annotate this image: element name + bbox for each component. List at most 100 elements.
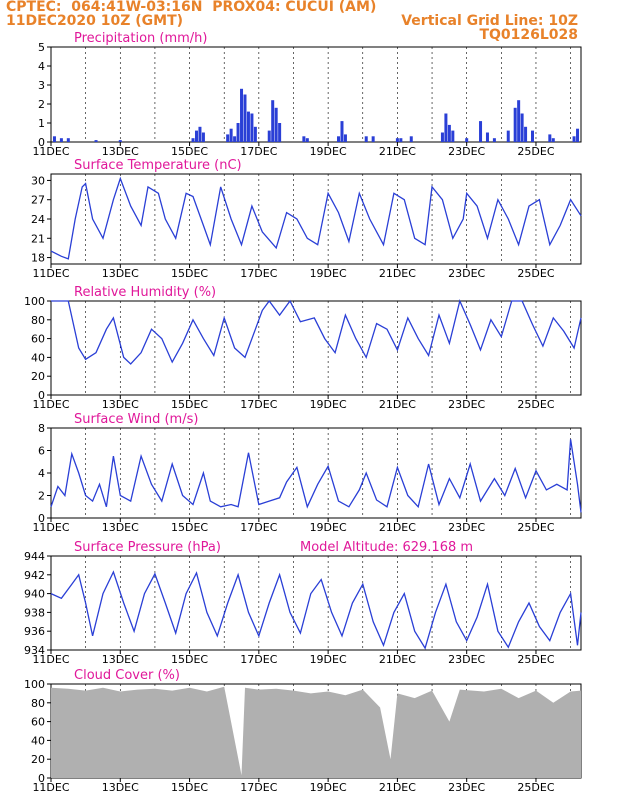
x-tick-label: 11DEC	[32, 145, 69, 158]
y-tick-label: 1	[38, 117, 45, 130]
y-tick-label: 80	[31, 314, 45, 327]
x-tick-label: 11DEC	[32, 398, 69, 411]
cloud-area	[51, 686, 581, 778]
x-tick-label: 21DEC	[379, 521, 416, 534]
x-tick-label: 23DEC	[448, 398, 485, 411]
y-tick-label: 4	[38, 467, 45, 480]
x-tick-label: 13DEC	[102, 781, 139, 794]
series-line	[50, 570, 582, 650]
panel-annotation: Model Altitude: 629.168 m	[300, 540, 473, 555]
series-line	[51, 298, 582, 365]
precip-bar	[66, 138, 70, 142]
y-tick-label: 30	[31, 174, 45, 187]
x-tick-label: 21DEC	[379, 267, 416, 280]
precip-bar	[253, 126, 257, 142]
y-tick-label: 934	[24, 644, 45, 657]
x-tick-label: 23DEC	[448, 267, 485, 280]
y-tick-label: 942	[24, 569, 45, 582]
panel-title: Cloud Cover (%)	[74, 668, 180, 683]
x-tick-label: 15DEC	[171, 267, 208, 280]
panel-1: 18 21 24 27 30 11DEC 13DEC 15DEC 17DEC 19DEC 21DEC…	[31, 158, 582, 280]
precip-bar	[520, 113, 524, 142]
panel-0: 0 1 2 3 4 5 11DEC 13DEC 15DEC 17DEC 19DEC 21DEC 23DE…	[32, 31, 582, 158]
x-tick-label: 21DEC	[379, 653, 416, 666]
forecast-datetime: 11DEC2020 10Z (GMT)	[6, 13, 184, 29]
y-tick-label: 8	[38, 422, 45, 435]
precip-bar	[226, 134, 230, 142]
y-tick-label: 944	[24, 550, 45, 563]
x-tick-label: 11DEC	[32, 781, 69, 794]
precip-bar	[233, 136, 237, 142]
precip-bar	[267, 130, 271, 142]
precip-bar	[513, 107, 517, 142]
precip-bar	[229, 128, 233, 142]
precip-bar	[236, 123, 240, 142]
x-tick-label: 13DEC	[102, 653, 139, 666]
y-tick-label: 60	[31, 716, 45, 729]
precip-bar	[198, 126, 202, 142]
x-tick-label: 17DEC	[240, 781, 277, 794]
station-title: CPTEC: 064:41W-03:16N PROX04: CUCUI (AM)	[6, 0, 377, 15]
precip-bar	[548, 134, 552, 142]
x-tick-label: 15DEC	[171, 781, 208, 794]
x-tick-label: 21DEC	[379, 398, 416, 411]
y-tick-label: 0	[38, 512, 45, 525]
x-tick-label: 15DEC	[171, 521, 208, 534]
series-line	[50, 176, 582, 260]
y-tick-label: 21	[31, 232, 45, 245]
y-tick-label: 2	[38, 98, 45, 111]
x-tick-label: 25DEC	[517, 521, 554, 534]
y-tick-label: 936	[24, 625, 45, 638]
x-tick-label: 13DEC	[102, 267, 139, 280]
y-tick-label: 100	[24, 678, 45, 691]
x-tick-label: 19DEC	[310, 781, 347, 794]
x-tick-label: 19DEC	[310, 267, 347, 280]
precip-bar	[271, 100, 275, 142]
y-tick-label: 2	[38, 490, 45, 503]
precip-bar	[246, 111, 250, 142]
x-tick-label: 13DEC	[102, 145, 139, 158]
x-tick-label: 13DEC	[102, 521, 139, 534]
y-tick-label: 40	[31, 734, 45, 747]
y-tick-label: 4	[38, 60, 45, 73]
precip-bar	[465, 138, 469, 142]
x-tick-label: 11DEC	[32, 267, 69, 280]
precip-bar	[340, 121, 344, 142]
x-tick-label: 17DEC	[240, 653, 277, 666]
precip-bar	[201, 132, 205, 142]
precip-bar	[274, 107, 278, 142]
precip-bar	[506, 130, 510, 142]
grid-note: Vertical Grid Line: 10Z	[401, 13, 578, 29]
precip-bar	[59, 138, 63, 142]
y-tick-label: 20	[31, 370, 45, 383]
precip-bar	[409, 136, 413, 142]
y-tick-label: 0	[38, 389, 45, 402]
panel-3: 0 2 4 6 8 11DEC 13DEC 15DEC 17DEC 19DEC 21DEC 23DEC…	[32, 412, 582, 534]
precip-bar	[524, 126, 528, 142]
y-tick-label: 100	[24, 295, 45, 308]
precip-bar	[118, 140, 122, 142]
y-tick-label: 40	[31, 351, 45, 364]
precip-bar	[191, 138, 195, 142]
panel-4: 934 936 938 940 942 944 11DEC 13DEC 15DEC 17DEC 19…	[24, 540, 582, 666]
panel-title: Precipitation (mm/h)	[74, 31, 207, 46]
x-tick-label: 17DEC	[240, 145, 277, 158]
y-tick-label: 940	[24, 588, 45, 601]
x-tick-label: 17DEC	[240, 267, 277, 280]
x-tick-label: 23DEC	[448, 653, 485, 666]
panel-title: Surface Temperature (nC)	[74, 158, 242, 173]
y-tick-label: 0	[38, 772, 45, 785]
precip-bar	[343, 134, 347, 142]
precip-bar	[94, 140, 98, 142]
x-tick-label: 25DEC	[517, 781, 554, 794]
precip-bar	[531, 130, 535, 142]
y-tick-label: 6	[38, 445, 45, 458]
precip-bar	[305, 138, 309, 142]
precip-bar	[250, 113, 254, 142]
y-tick-label: 0	[38, 136, 45, 149]
x-tick-label: 17DEC	[240, 521, 277, 534]
precip-bar	[572, 136, 576, 142]
x-tick-label: 15DEC	[171, 398, 208, 411]
x-tick-label: 25DEC	[517, 267, 554, 280]
y-tick-label: 60	[31, 333, 45, 346]
